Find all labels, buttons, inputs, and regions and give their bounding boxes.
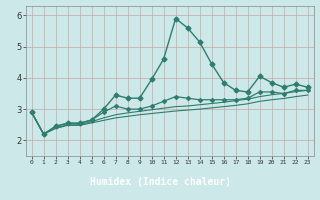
Text: Humidex (Indice chaleur): Humidex (Indice chaleur) bbox=[90, 177, 230, 187]
